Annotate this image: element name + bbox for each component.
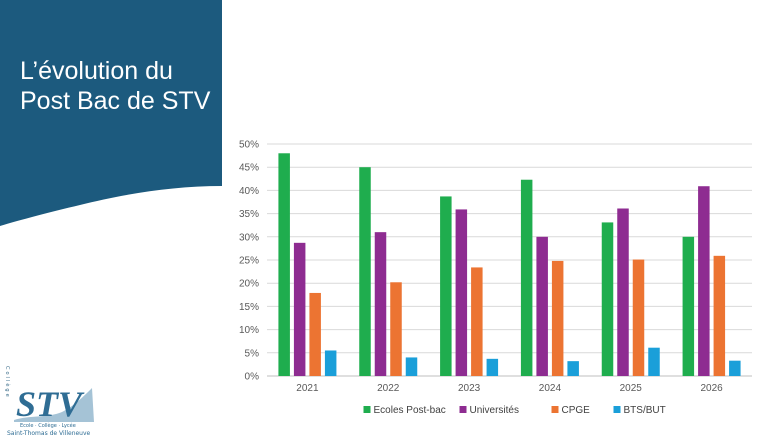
y-tick-label: 35% [239,209,259,220]
x-tick-label: 2021 [296,383,319,394]
y-tick-label: 5% [245,348,260,359]
title-banner [0,0,222,226]
legend-label: Ecoles Post-bac [374,405,446,416]
y-tick-label: 25% [239,256,259,267]
y-tick-label: 15% [239,302,259,313]
slide-title: L’évolution du Post Bac de STV [20,56,220,116]
logo-subtitle: Ecole · Collège · Lycée [20,422,76,429]
legend-label: BTS/BUT [624,405,666,416]
y-axis-ticks: 0% 5% 10% 15% 20% 25% 30% 35% 40% 45% 50% [239,140,259,383]
gridlines [267,143,752,377]
x-tick-label: 2025 [620,383,643,394]
bar-2021-2 [309,292,321,376]
bar-2023-3 [486,358,499,376]
logo-school-name: Saint-Thomas de Villeneuve [7,430,91,437]
bar-2024-3 [567,361,579,376]
bar-2024-0 [520,179,533,376]
legend-swatch [459,406,467,413]
y-tick-label: 50% [239,140,259,151]
x-axis-ticks: 2021 2022 2023 2024 2025 2026 [296,383,723,394]
bar-2025-3 [648,347,660,376]
y-tick-label: 10% [239,325,259,336]
slide-title-line-1: L’évolution du [20,57,173,85]
bar-2026-1 [698,186,710,376]
school-logo: Collège STV Ecole · Collège · Lycée Sain… [4,366,94,437]
logo-wave [14,388,94,422]
legend-swatch [363,406,371,413]
y-tick-label: 40% [239,186,259,197]
x-tick-label: 2022 [377,383,400,394]
x-tick-label: 2023 [458,383,481,394]
slide-title-line-2: Post Bac de STV [20,87,211,115]
bar-2023-1 [455,209,468,376]
x-tick-label: 2024 [539,383,562,394]
bar-2023-2 [471,267,483,376]
legend-label: Universités [470,405,519,416]
bar-2026-0 [682,236,695,376]
logo-side-text: Collège [4,366,11,399]
bar-2026-2 [713,255,726,376]
bar-2025-0 [601,222,614,376]
legend: Ecoles Post-bac Universités CPGE BTS/BUT [363,405,666,416]
bar-2025-2 [632,259,645,376]
bar-2022-1 [374,232,387,376]
bar-2024-2 [551,260,564,376]
bar-2022-2 [390,282,402,376]
bar-2022-3 [405,357,418,376]
x-tick-label: 2026 [700,383,723,394]
logo-mark: STV [16,384,85,424]
y-tick-label: 20% [239,279,259,290]
legend-swatch [613,406,621,413]
y-tick-label: 45% [239,163,259,174]
bar-2024-1 [536,236,548,376]
bar-2021-1 [293,242,306,376]
bar-2023-0 [440,196,452,376]
y-tick-label: 30% [239,232,259,243]
y-tick-label: 0% [245,372,260,383]
legend-swatch [551,406,559,413]
bars [278,153,741,376]
bar-2026-3 [729,360,741,376]
bar-2021-3 [324,350,337,376]
bar-2025-1 [617,208,629,376]
bar-2021-0 [278,153,290,376]
legend-label: CPGE [562,405,591,416]
bar-2022-0 [359,167,371,376]
